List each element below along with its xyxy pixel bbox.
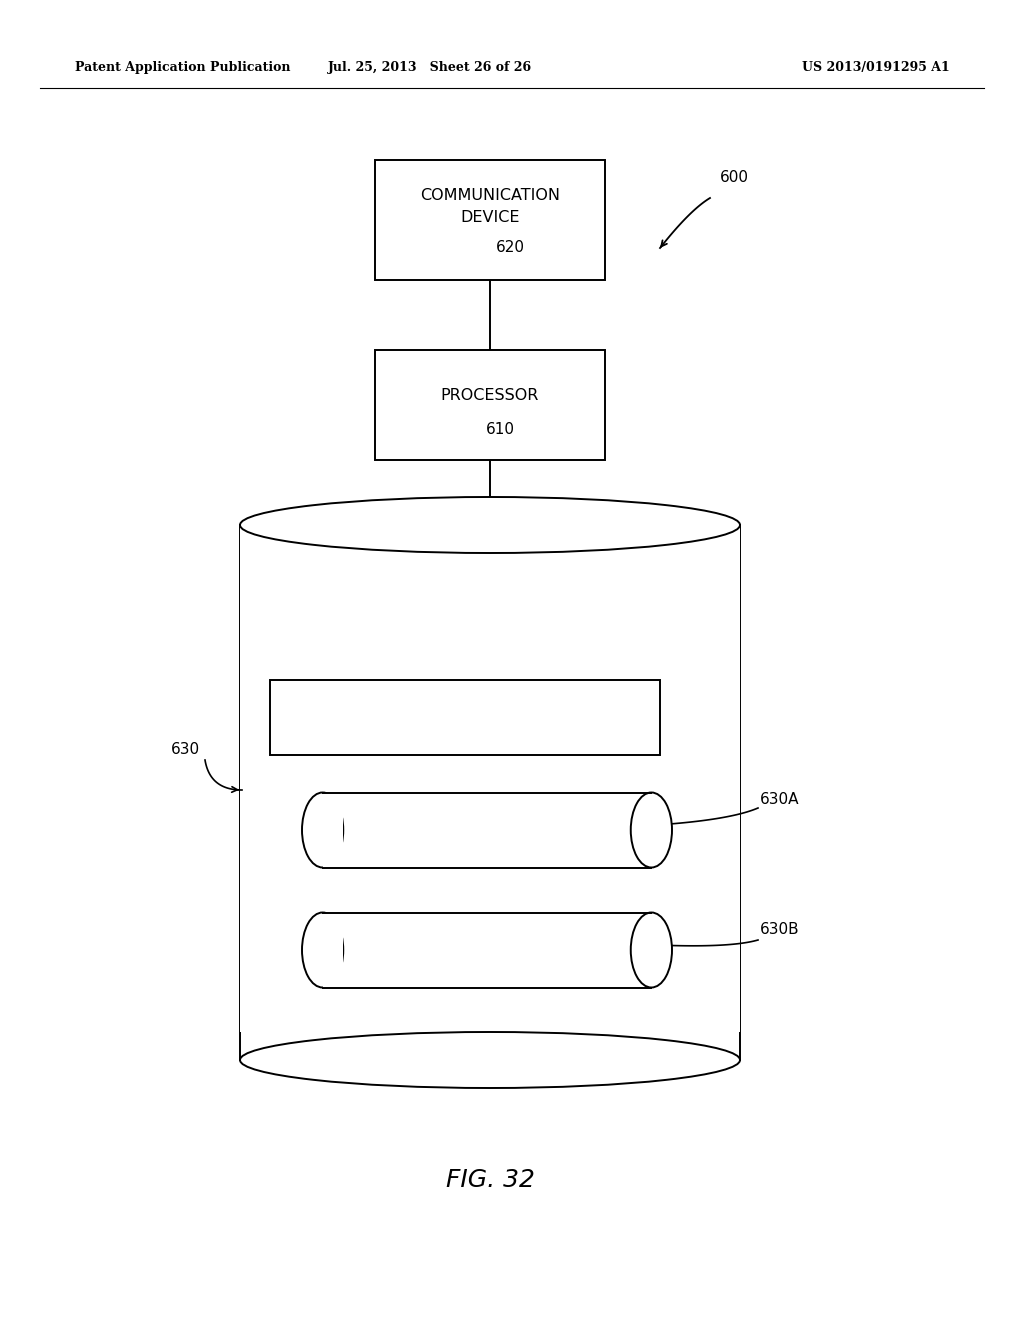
Text: PROGRAM: PROGRAM xyxy=(393,710,474,725)
Text: 610: 610 xyxy=(485,422,514,437)
Bar xyxy=(323,912,343,987)
Text: 640: 640 xyxy=(552,710,581,725)
Bar xyxy=(375,160,605,280)
Ellipse shape xyxy=(240,498,740,553)
Ellipse shape xyxy=(240,1032,740,1088)
Bar xyxy=(270,680,660,755)
Text: 620: 620 xyxy=(496,240,524,256)
Text: COMMUNICATION: COMMUNICATION xyxy=(420,187,560,202)
Text: FIG. 32: FIG. 32 xyxy=(445,1168,535,1192)
Bar xyxy=(323,792,343,867)
Text: DATABASE: DATABASE xyxy=(425,822,509,837)
Text: PROCESSOR: PROCESSOR xyxy=(440,388,540,403)
Ellipse shape xyxy=(631,912,672,987)
Text: 630A: 630A xyxy=(760,792,800,808)
Bar xyxy=(375,350,605,459)
Ellipse shape xyxy=(302,792,343,867)
Text: 600: 600 xyxy=(720,170,749,186)
Text: DATABASE: DATABASE xyxy=(425,942,509,957)
Text: Patent Application Publication: Patent Application Publication xyxy=(75,62,291,74)
Ellipse shape xyxy=(302,912,343,987)
Text: DEVICE: DEVICE xyxy=(460,210,520,226)
Bar xyxy=(240,525,740,1032)
Text: Jul. 25, 2013   Sheet 26 of 26: Jul. 25, 2013 Sheet 26 of 26 xyxy=(328,62,532,74)
Text: US 2013/0191295 A1: US 2013/0191295 A1 xyxy=(802,62,950,74)
Ellipse shape xyxy=(631,792,672,867)
Text: 630: 630 xyxy=(170,742,200,758)
Bar xyxy=(323,912,651,987)
Bar xyxy=(323,792,651,867)
Text: 630B: 630B xyxy=(760,923,800,937)
